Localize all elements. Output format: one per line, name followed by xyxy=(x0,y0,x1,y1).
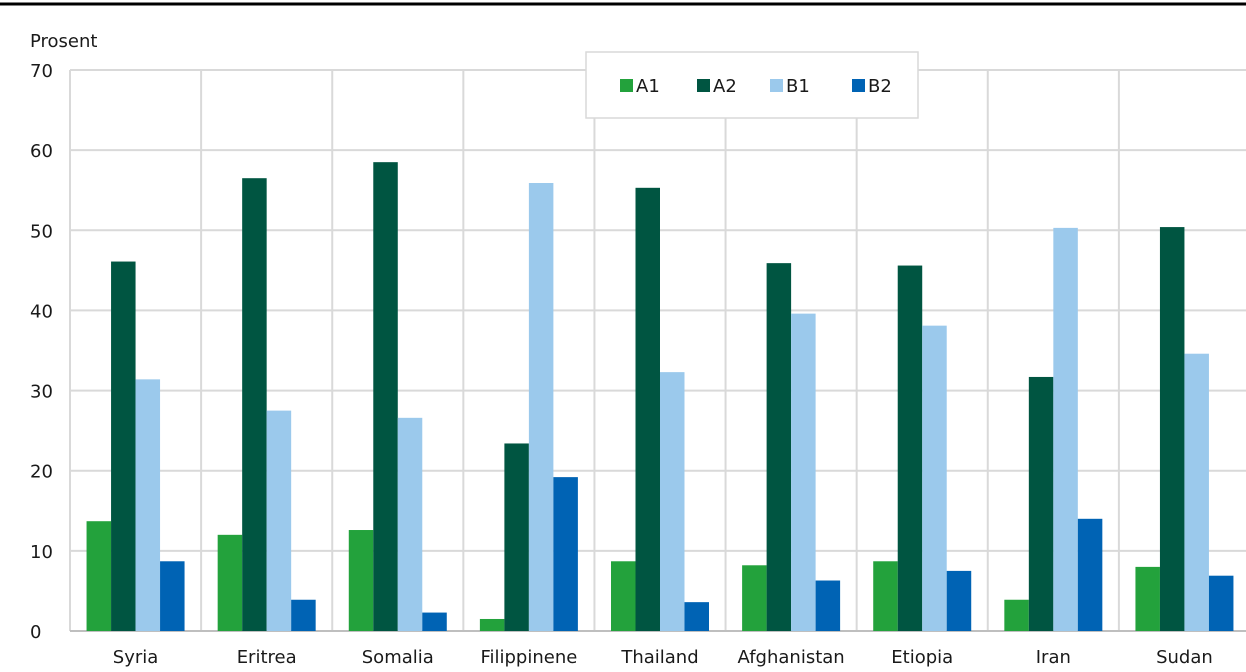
x-tick-label: Etiopia xyxy=(891,647,953,668)
bar-b1-sudan xyxy=(1184,353,1209,631)
bar-b1-somalia xyxy=(397,417,423,631)
x-tick-label: Filippinene xyxy=(480,647,577,668)
bar-a2-afghanistan xyxy=(766,263,792,631)
x-axis-labels: Syria Eritrea Somalia Filippinene Thailand Af… xyxy=(113,647,1213,668)
bar-a2-somalia xyxy=(373,162,398,631)
x-tick-label: Eritrea xyxy=(237,647,297,668)
bar-b2-thailand xyxy=(684,602,709,631)
x-tick-label: Syria xyxy=(113,647,159,668)
bar-b1-filippinene xyxy=(528,183,554,631)
y-tick-label: 20 xyxy=(30,462,53,483)
bar-a1-iran xyxy=(1004,599,1029,631)
legend-swatch-b1 xyxy=(770,79,783,92)
y-axis-title: Prosent xyxy=(30,31,97,52)
y-tick-label: 50 xyxy=(30,221,53,242)
y-tick-label: 30 xyxy=(30,382,53,403)
x-tick-label: Sudan xyxy=(1156,647,1213,668)
bar-b2-afghanistan xyxy=(815,580,841,631)
bar-b2-filippinene xyxy=(553,477,578,631)
y-tick-label: 10 xyxy=(30,542,53,563)
y-tick-label: 70 xyxy=(30,61,53,82)
bar-b1-afghanistan xyxy=(791,313,816,631)
x-tick-label: Afghanistan xyxy=(738,647,845,668)
bar-b1-syria xyxy=(135,379,161,631)
bar-b1-iran xyxy=(1053,227,1078,632)
bar-b1-thailand xyxy=(660,372,685,631)
bar-a2-eritrea xyxy=(242,178,267,631)
y-tick-label: 60 xyxy=(30,141,53,162)
bar-a2-etiopia xyxy=(897,265,923,631)
legend-label-b1: B1 xyxy=(786,76,810,97)
bar-b1-etiopia xyxy=(922,325,947,631)
bar-a1-filippinene xyxy=(479,618,505,631)
bars xyxy=(86,162,1234,632)
y-tick-label: 0 xyxy=(30,622,41,643)
bar-a1-eritrea xyxy=(217,534,243,631)
x-tick-label: Iran xyxy=(1036,647,1071,668)
bar-b2-etiopia xyxy=(946,570,972,631)
legend-label-a2: A2 xyxy=(713,76,737,97)
bar-b2-sudan xyxy=(1208,575,1234,631)
bar-b2-somalia xyxy=(422,612,447,631)
bar-a1-thailand xyxy=(611,561,636,631)
bar-a2-syria xyxy=(111,261,136,631)
bar-a1-somalia xyxy=(348,530,374,631)
legend-swatch-a1 xyxy=(620,79,633,92)
bar-a2-filippinene xyxy=(504,443,529,631)
bar-b1-eritrea xyxy=(266,410,292,631)
legend-label-a1: A1 xyxy=(636,76,660,97)
bar-b2-syria xyxy=(160,561,185,631)
bar-b2-iran xyxy=(1077,518,1103,631)
legend-swatch-a2 xyxy=(697,79,710,92)
legend-swatch-b2 xyxy=(852,79,865,92)
bar-a2-sudan xyxy=(1159,227,1185,631)
bar-a1-etiopia xyxy=(873,561,898,631)
bar-a1-syria xyxy=(86,521,112,631)
bar-b2-eritrea xyxy=(291,599,316,631)
bar-a1-afghanistan xyxy=(742,565,767,631)
y-axis-ticks: 0 10 20 30 40 50 60 70 xyxy=(30,61,53,643)
legend: A1 A2 B1 B2 xyxy=(585,51,919,119)
bar-a1-sudan xyxy=(1135,566,1160,631)
bar-a2-iran xyxy=(1028,376,1054,631)
y-tick-label: 40 xyxy=(30,301,53,322)
bar-a2-thailand xyxy=(635,187,660,631)
legend-label-b2: B2 xyxy=(868,76,892,97)
x-tick-label: Somalia xyxy=(362,647,434,668)
x-tick-label: Thailand xyxy=(620,647,698,668)
